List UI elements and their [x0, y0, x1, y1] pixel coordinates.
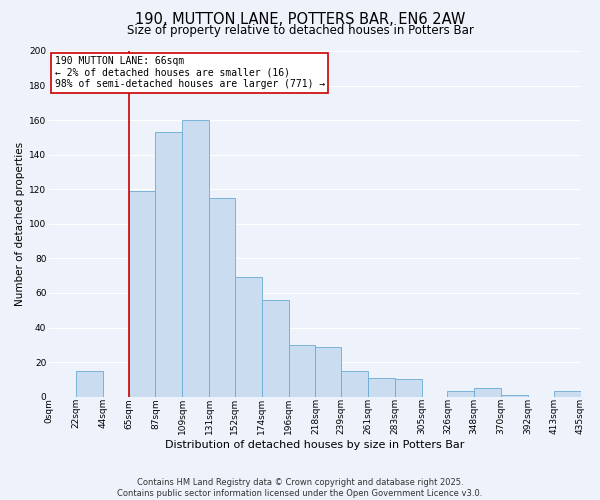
Bar [501, 395, 528, 396]
Bar [474, 388, 501, 396]
Bar [368, 378, 395, 396]
Bar [341, 371, 368, 396]
Bar [395, 380, 422, 396]
Bar [289, 345, 316, 397]
Bar [128, 191, 155, 396]
Bar [554, 392, 581, 396]
Text: Contains HM Land Registry data © Crown copyright and database right 2025.
Contai: Contains HM Land Registry data © Crown c… [118, 478, 482, 498]
Text: 190, MUTTON LANE, POTTERS BAR, EN6 2AW: 190, MUTTON LANE, POTTERS BAR, EN6 2AW [135, 12, 465, 28]
Bar [155, 132, 182, 396]
Bar [316, 346, 341, 397]
X-axis label: Distribution of detached houses by size in Potters Bar: Distribution of detached houses by size … [165, 440, 464, 450]
Bar [209, 198, 235, 396]
Bar [235, 278, 262, 396]
Text: Size of property relative to detached houses in Potters Bar: Size of property relative to detached ho… [127, 24, 473, 37]
Y-axis label: Number of detached properties: Number of detached properties [15, 142, 25, 306]
Bar [262, 300, 289, 396]
Text: 190 MUTTON LANE: 66sqm
← 2% of detached houses are smaller (16)
98% of semi-deta: 190 MUTTON LANE: 66sqm ← 2% of detached … [55, 56, 325, 90]
Bar [182, 120, 209, 396]
Bar [76, 371, 103, 396]
Bar [448, 392, 474, 396]
